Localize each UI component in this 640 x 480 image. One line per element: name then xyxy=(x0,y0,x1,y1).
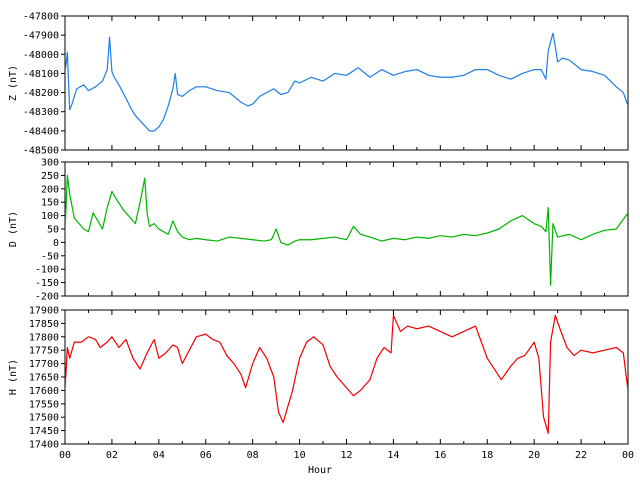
h-y-tick-label: 17550 xyxy=(29,399,59,410)
z-y-tick-label: -48000 xyxy=(23,50,59,61)
x-tick-label: 20 xyxy=(528,450,540,461)
h-y-axis-title: H (nT) xyxy=(8,359,19,395)
x-tick-label: 02 xyxy=(106,450,118,461)
x-tick-label: 12 xyxy=(340,450,352,461)
h-y-tick-label: 17800 xyxy=(29,332,59,343)
h-y-tick-label: 17450 xyxy=(29,426,59,437)
x-tick-label: 04 xyxy=(153,450,165,461)
d-y-tick-label: 200 xyxy=(41,184,59,195)
h-y-tick-label: 17750 xyxy=(29,346,59,357)
x-axis-title: Hour xyxy=(308,465,332,476)
d-y-tick-label: 300 xyxy=(41,158,59,169)
x-tick-label: 00 xyxy=(59,450,71,461)
h-y-tick-label: 17400 xyxy=(29,440,59,451)
h-panel: 17900 17850 17800 17750 17700 17650 17600 17550… xyxy=(8,306,634,462)
d-y-tick-label: -200 xyxy=(35,292,59,303)
h-y-tick-label: 17500 xyxy=(29,413,59,424)
d-series-line xyxy=(65,174,628,286)
d-y-tick-label: -150 xyxy=(35,278,59,289)
d-y-tick-label: 150 xyxy=(41,198,59,209)
x-tick-label: 06 xyxy=(200,450,212,461)
x-tick-label: 16 xyxy=(434,450,446,461)
x-tick-label: 14 xyxy=(387,450,399,461)
z-y-tick-label: -48300 xyxy=(23,107,59,118)
z-y-tick-label: -48500 xyxy=(23,146,59,157)
h-y-tick-label: 17900 xyxy=(29,306,59,317)
h-y-tick-label: 17700 xyxy=(29,359,59,370)
z-y-axis-title: Z (nT) xyxy=(8,65,19,101)
d-y-tick-label: 100 xyxy=(41,211,59,222)
d-y-tick-label: 250 xyxy=(41,171,59,182)
h-y-tick-label: 17850 xyxy=(29,319,59,330)
x-tick-label: 08 xyxy=(247,450,259,461)
h-y-tick-label: 17650 xyxy=(29,373,59,384)
z-y-tick-label: -47800 xyxy=(23,12,59,23)
x-tick-label: 22 xyxy=(575,450,587,461)
d-y-tick-label: -50 xyxy=(41,251,59,262)
d-y-axis-title: D (nT) xyxy=(8,211,19,247)
x-tick-label: 18 xyxy=(481,450,493,461)
z-panel: -47800 -47900 -48000 -48100 -48200 -48300 -484… xyxy=(8,12,629,157)
z-series-line xyxy=(65,32,628,132)
d-y-tick-label: 0 xyxy=(53,238,59,249)
h-series-line xyxy=(65,314,628,434)
x-tick-label: 10 xyxy=(294,450,306,461)
h-y-tick-label: 17600 xyxy=(29,386,59,397)
d-y-tick-label: 50 xyxy=(47,225,59,236)
z-y-tick-label: -48400 xyxy=(23,126,59,137)
z-y-tick-label: -48100 xyxy=(23,69,59,80)
d-y-tick-label: -100 xyxy=(35,265,59,276)
x-tick-label: 00 xyxy=(622,450,634,461)
d-panel: 300 250 200 150 100 50 0 -50 -100 -150 -200 D (nT) xyxy=(8,158,629,303)
z-y-tick-label: -47900 xyxy=(23,31,59,42)
z-y-tick-label: -48200 xyxy=(23,88,59,99)
